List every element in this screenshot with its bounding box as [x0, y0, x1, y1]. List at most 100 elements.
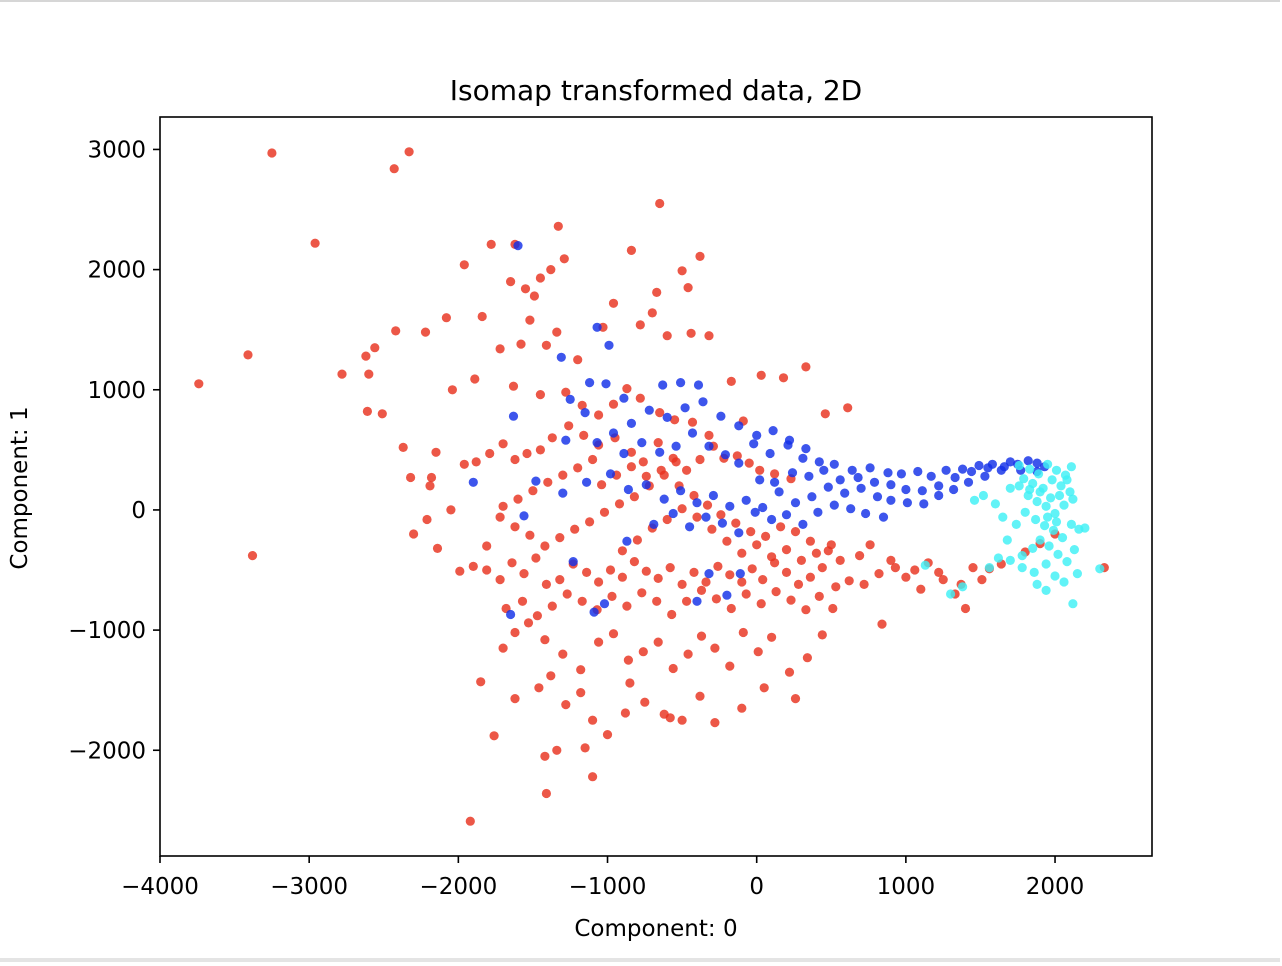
data-point: [640, 697, 650, 707]
data-point: [720, 450, 731, 460]
data-point: [692, 512, 702, 522]
data-point: [704, 569, 714, 579]
data-point: [337, 369, 347, 379]
data-point: [541, 788, 552, 799]
data-point: [510, 694, 520, 704]
data-point: [798, 453, 808, 463]
data-point: [738, 627, 748, 638]
data-point: [546, 671, 556, 681]
data-point: [692, 498, 702, 508]
data-point: [535, 445, 546, 455]
data-point: [916, 584, 926, 594]
data-point: [1014, 481, 1024, 491]
data-point: [528, 486, 538, 496]
data-point: [552, 327, 562, 337]
data-point: [741, 589, 751, 599]
data-point: [543, 477, 553, 487]
data-point: [798, 519, 808, 530]
data-point: [1032, 458, 1042, 468]
data-point: [753, 647, 763, 657]
data-point: [431, 447, 441, 457]
data-point: [1028, 543, 1038, 554]
data-point: [547, 433, 557, 443]
data-point: [582, 567, 592, 578]
data-point: [625, 678, 635, 688]
data-point: [540, 541, 550, 551]
data-point: [608, 629, 619, 639]
data-point: [710, 718, 720, 728]
data-point: [978, 490, 989, 501]
data-point: [559, 254, 569, 264]
data-point: [468, 477, 478, 487]
data-point: [498, 439, 508, 449]
data-point: [1062, 475, 1072, 485]
data-point: [817, 563, 827, 573]
data-point: [704, 441, 714, 451]
y-tick-label: 3000: [87, 137, 146, 163]
data-point: [807, 492, 817, 502]
data-point: [801, 362, 811, 372]
data-point: [682, 465, 692, 475]
data-point: [698, 397, 708, 407]
data-point: [731, 518, 741, 528]
data-point: [704, 430, 714, 440]
data-point: [668, 508, 678, 519]
data-point: [592, 438, 602, 448]
data-point: [247, 551, 258, 561]
data-point: [761, 531, 771, 542]
data-point: [984, 563, 995, 573]
data-point: [659, 494, 669, 504]
data-point: [570, 524, 580, 534]
data-point: [564, 421, 574, 431]
data-point: [695, 454, 705, 465]
data-point: [755, 475, 765, 485]
data-point: [713, 561, 723, 572]
data-point: [1025, 464, 1035, 474]
data-point: [605, 469, 616, 479]
data-point: [869, 477, 880, 487]
data-point: [801, 605, 811, 615]
data-point: [398, 442, 408, 452]
x-tick-label: 2000: [1026, 874, 1085, 900]
data-point: [546, 265, 556, 275]
data-point: [535, 273, 546, 283]
y-tick-label: 2000: [87, 258, 146, 284]
data-point: [531, 553, 541, 563]
data-point: [774, 487, 784, 497]
data-point: [865, 540, 875, 550]
data-point: [938, 575, 948, 585]
x-tick-label: −2000: [419, 874, 497, 900]
data-point: [770, 477, 780, 487]
data-point: [641, 480, 651, 490]
data-point: [471, 457, 481, 467]
data-point: [1002, 535, 1012, 545]
data-point: [653, 438, 663, 448]
x-tick-label: 1000: [877, 874, 936, 900]
data-point: [829, 500, 839, 510]
data-point: [655, 408, 665, 418]
data-point: [901, 484, 911, 495]
data-point: [476, 677, 486, 687]
data-point: [1062, 557, 1072, 567]
data-point: [1059, 500, 1069, 510]
data-point: [844, 576, 854, 586]
data-point: [1068, 494, 1078, 504]
data-point: [495, 512, 505, 522]
data-point: [726, 376, 736, 386]
data-point: [949, 484, 959, 495]
data-point: [553, 221, 563, 231]
data-point: [696, 631, 707, 641]
data-point: [629, 557, 640, 567]
data-point: [477, 311, 487, 322]
data-point: [623, 655, 634, 665]
data-point: [910, 565, 920, 575]
data-point: [580, 743, 590, 753]
data-point: [737, 577, 747, 587]
data-point: [619, 448, 629, 459]
data-point: [508, 411, 519, 421]
data-point: [558, 470, 568, 480]
data-point: [752, 430, 762, 440]
data-point: [689, 567, 699, 578]
data-point: [519, 511, 529, 521]
